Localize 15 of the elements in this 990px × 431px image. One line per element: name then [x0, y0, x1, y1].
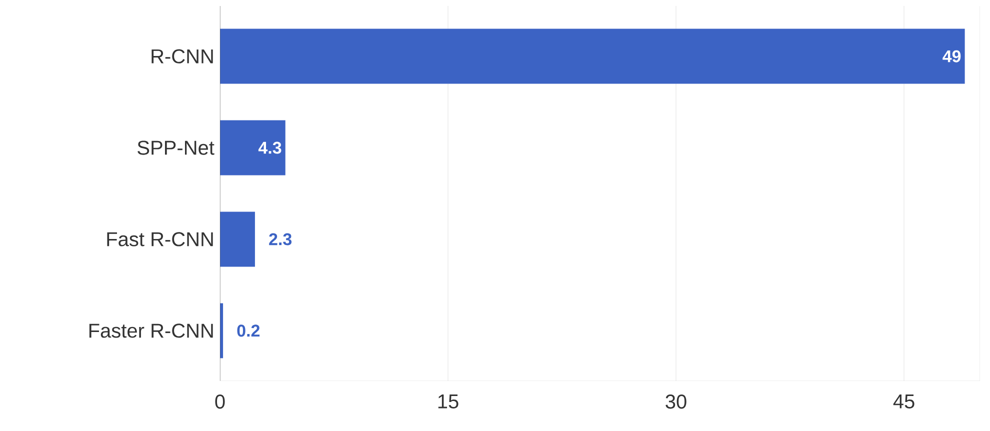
- data-label: 0.2: [237, 324, 260, 337]
- data-label: 2.3: [269, 233, 292, 246]
- y-tick-label: Fast R-CNN: [107, 232, 213, 246]
- bar: [220, 28, 965, 84]
- y-tick-label: Faster R-CNN: [89, 324, 213, 338]
- y-tick-label: R-CNN: [152, 49, 213, 64]
- y-tick-label: SPP-Net: [138, 140, 214, 155]
- x-tick-label: 30: [666, 394, 686, 409]
- bar: [220, 212, 255, 267]
- x-tick-label: 15: [438, 394, 458, 408]
- x-tick-label: 0: [215, 394, 225, 409]
- bar: [220, 120, 286, 176]
- data-label: 49: [942, 50, 961, 62]
- x-tick-label: 45: [893, 394, 914, 408]
- data-label: 4.3: [258, 142, 282, 154]
